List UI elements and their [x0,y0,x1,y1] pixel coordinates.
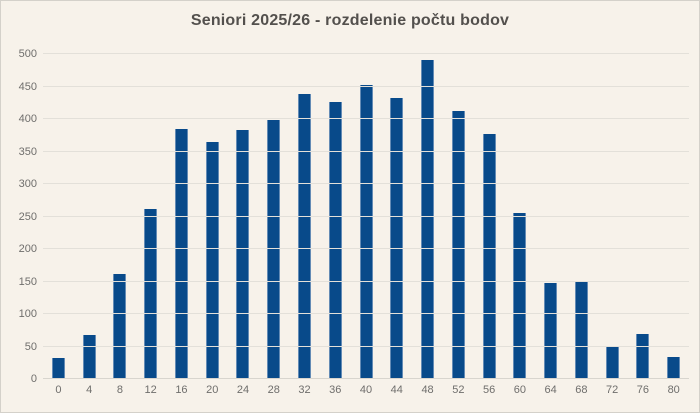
gridline [43,248,689,249]
x-axis-tick-label: 72 [606,384,619,396]
gridline [43,378,689,379]
x-axis-tick-label: 36 [329,384,342,396]
x-axis-tick-label: 80 [667,384,680,396]
x-axis-tick-label: 68 [575,384,588,396]
x-axis-tick-label: 16 [175,384,188,396]
bar-slot [535,54,566,379]
gridline [43,150,689,152]
bar [236,130,250,379]
bar [359,85,373,379]
x-axis-tick-label: 56 [482,384,496,396]
bar [298,94,311,379]
bar-slot [504,54,535,379]
y-axis: 0 50 100 150 200 250 300 350 400 450 500 [1,1,37,412]
bar [667,357,681,379]
bar [144,209,158,379]
bar-slot [443,54,474,379]
y-axis-tick-label: 500 [18,48,37,60]
bar-slot [74,54,105,379]
x-axis-tick-label: 76 [636,384,650,396]
gridline [43,215,689,217]
gridline [43,345,689,347]
x-axis-tick-label: 52 [452,384,465,396]
x-axis-tick-label: 60 [513,384,526,396]
y-axis-tick-label: 450 [18,80,37,93]
plot-area [43,53,689,379]
bar-slot [597,54,628,379]
bar-slot [166,54,197,379]
gridline [43,313,689,314]
gridline [43,85,689,87]
gridline [43,53,689,54]
y-axis-tick-label: 250 [18,210,37,223]
bar [113,274,127,379]
bar-slot [197,54,228,379]
bar [390,98,404,379]
gridline [43,183,689,184]
bar [174,129,188,379]
bar-slot [412,54,443,379]
bar-slot [566,54,597,379]
x-axis-tick-label: 48 [421,384,434,396]
y-axis-tick-label: 400 [18,113,37,125]
bar [482,134,496,379]
x-axis-tick-label: 12 [144,384,157,396]
bar-slot [351,54,382,379]
x-axis-tick-label: 28 [267,384,280,396]
bar-slot [289,54,320,379]
x-axis-tick-label: 8 [116,384,123,396]
y-axis-tick-label: 150 [18,275,37,288]
bar-slot [105,54,136,379]
x-axis-tick-label: 40 [359,384,373,396]
x-axis-tick-label: 4 [86,384,93,396]
bar-slot [658,54,689,379]
x-axis-tick-label: 44 [390,384,403,396]
bar-slot [43,54,74,379]
bar [513,213,527,379]
bars-row [43,54,689,379]
bar-slot [381,54,412,379]
gridline [43,280,689,282]
bar [421,60,435,379]
y-axis-tick-label: 0 [30,373,37,385]
bar [205,142,219,379]
x-axis: 0 4 8 12 16 20 24 28 32 36 40 44 48 52 56 60 64 68 72 76 80 [43,384,689,396]
bar [267,120,281,379]
bar [605,347,619,379]
chart-title: Seniori 2025/26 - rozdelenie počtu bodov [190,12,510,29]
bar [636,334,650,379]
bar-slot [320,54,351,379]
bar [544,283,558,379]
x-axis-tick-label: 24 [236,384,250,396]
bar-slot [228,54,259,379]
bar [51,358,65,379]
x-axis-tick-label: 32 [298,384,311,396]
x-axis-tick-label: 64 [544,384,557,396]
y-axis-tick-label: 350 [18,145,37,158]
y-axis-tick-label: 200 [18,243,37,255]
bar [82,335,96,379]
bar [328,102,342,379]
bar-slot [258,54,289,379]
gridline [43,118,689,119]
bar-slot [628,54,659,379]
y-axis-tick-label: 100 [18,308,37,320]
bar-slot [135,54,166,379]
x-axis-tick-label: 20 [206,384,219,396]
bar-slot [474,54,505,379]
bar [451,111,465,379]
x-axis-tick-label: 0 [55,384,62,396]
y-axis-tick-label: 300 [18,178,37,190]
y-axis-tick-label: 50 [24,340,37,353]
bar [574,282,588,379]
